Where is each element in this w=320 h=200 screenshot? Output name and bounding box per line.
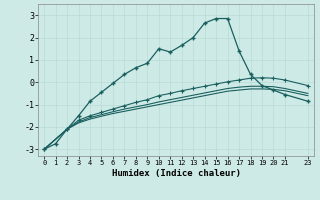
X-axis label: Humidex (Indice chaleur): Humidex (Indice chaleur) [111, 169, 241, 178]
